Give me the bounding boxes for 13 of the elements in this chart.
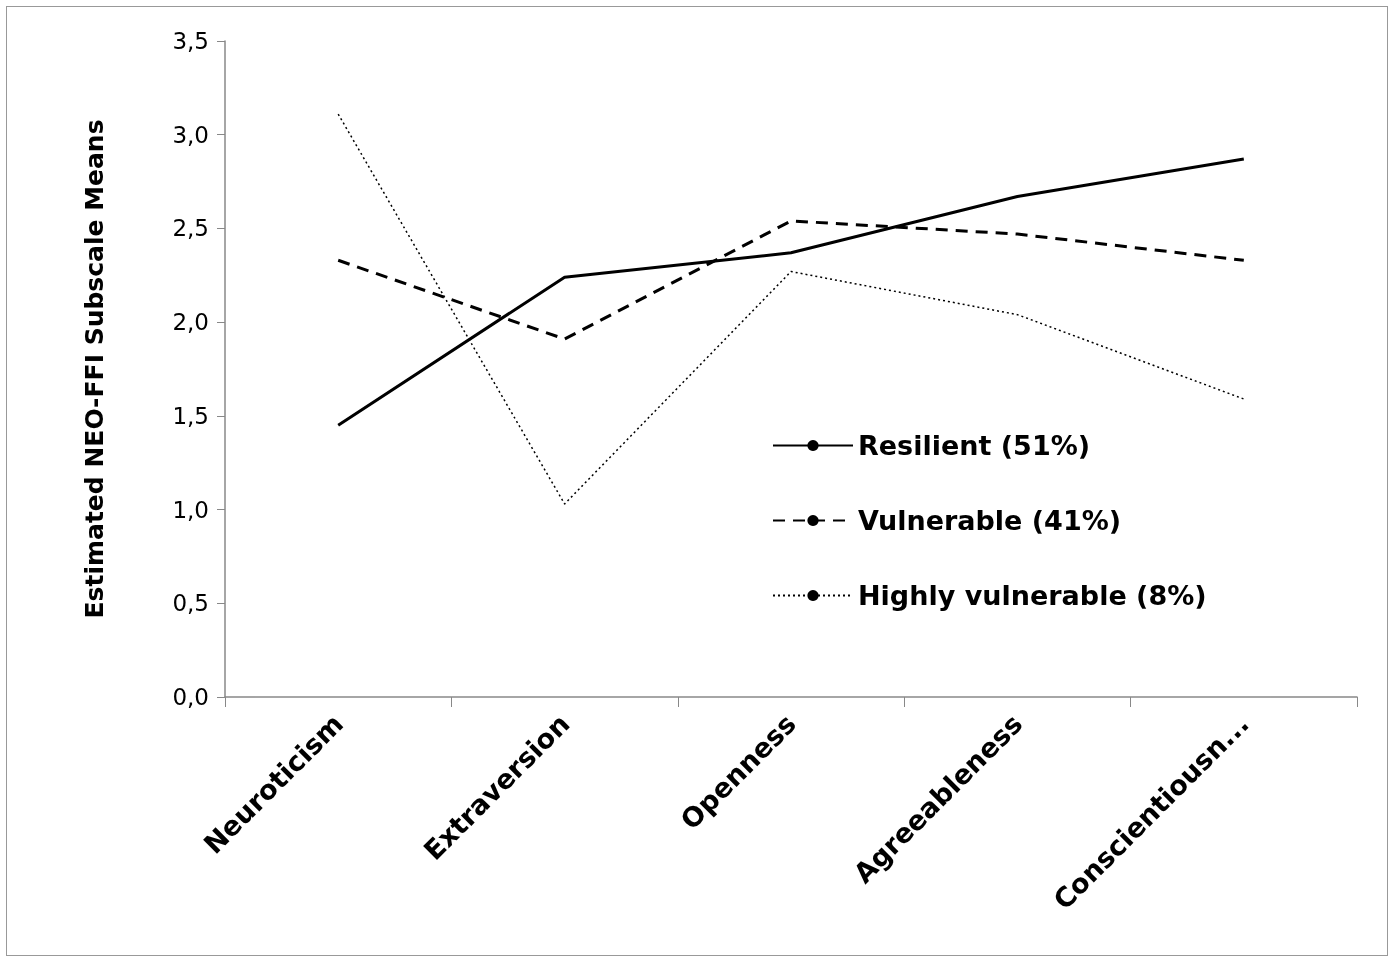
y-tick-label: 1,5 — [172, 402, 209, 429]
line-series — [337, 113, 1245, 505]
y-tick-label: 0,0 — [172, 684, 209, 710]
y-axis-title: Estimated NEO-FFI Subscale Means — [80, 119, 109, 619]
y-tick-label: 1,0 — [172, 496, 209, 523]
legend-label: Vulnerable (41%) — [858, 505, 1122, 536]
y-tick-label: 0,5 — [172, 590, 209, 617]
legend-label: Highly vulnerable (8%) — [858, 580, 1207, 611]
y-tick-label: 2,5 — [172, 215, 209, 242]
legend-label: Resilient (51%) — [858, 430, 1091, 461]
y-tick-label: 3,0 — [172, 121, 209, 148]
y-tick-label: 3,5 — [172, 28, 209, 54]
y-tick-label: 2,0 — [172, 309, 209, 336]
